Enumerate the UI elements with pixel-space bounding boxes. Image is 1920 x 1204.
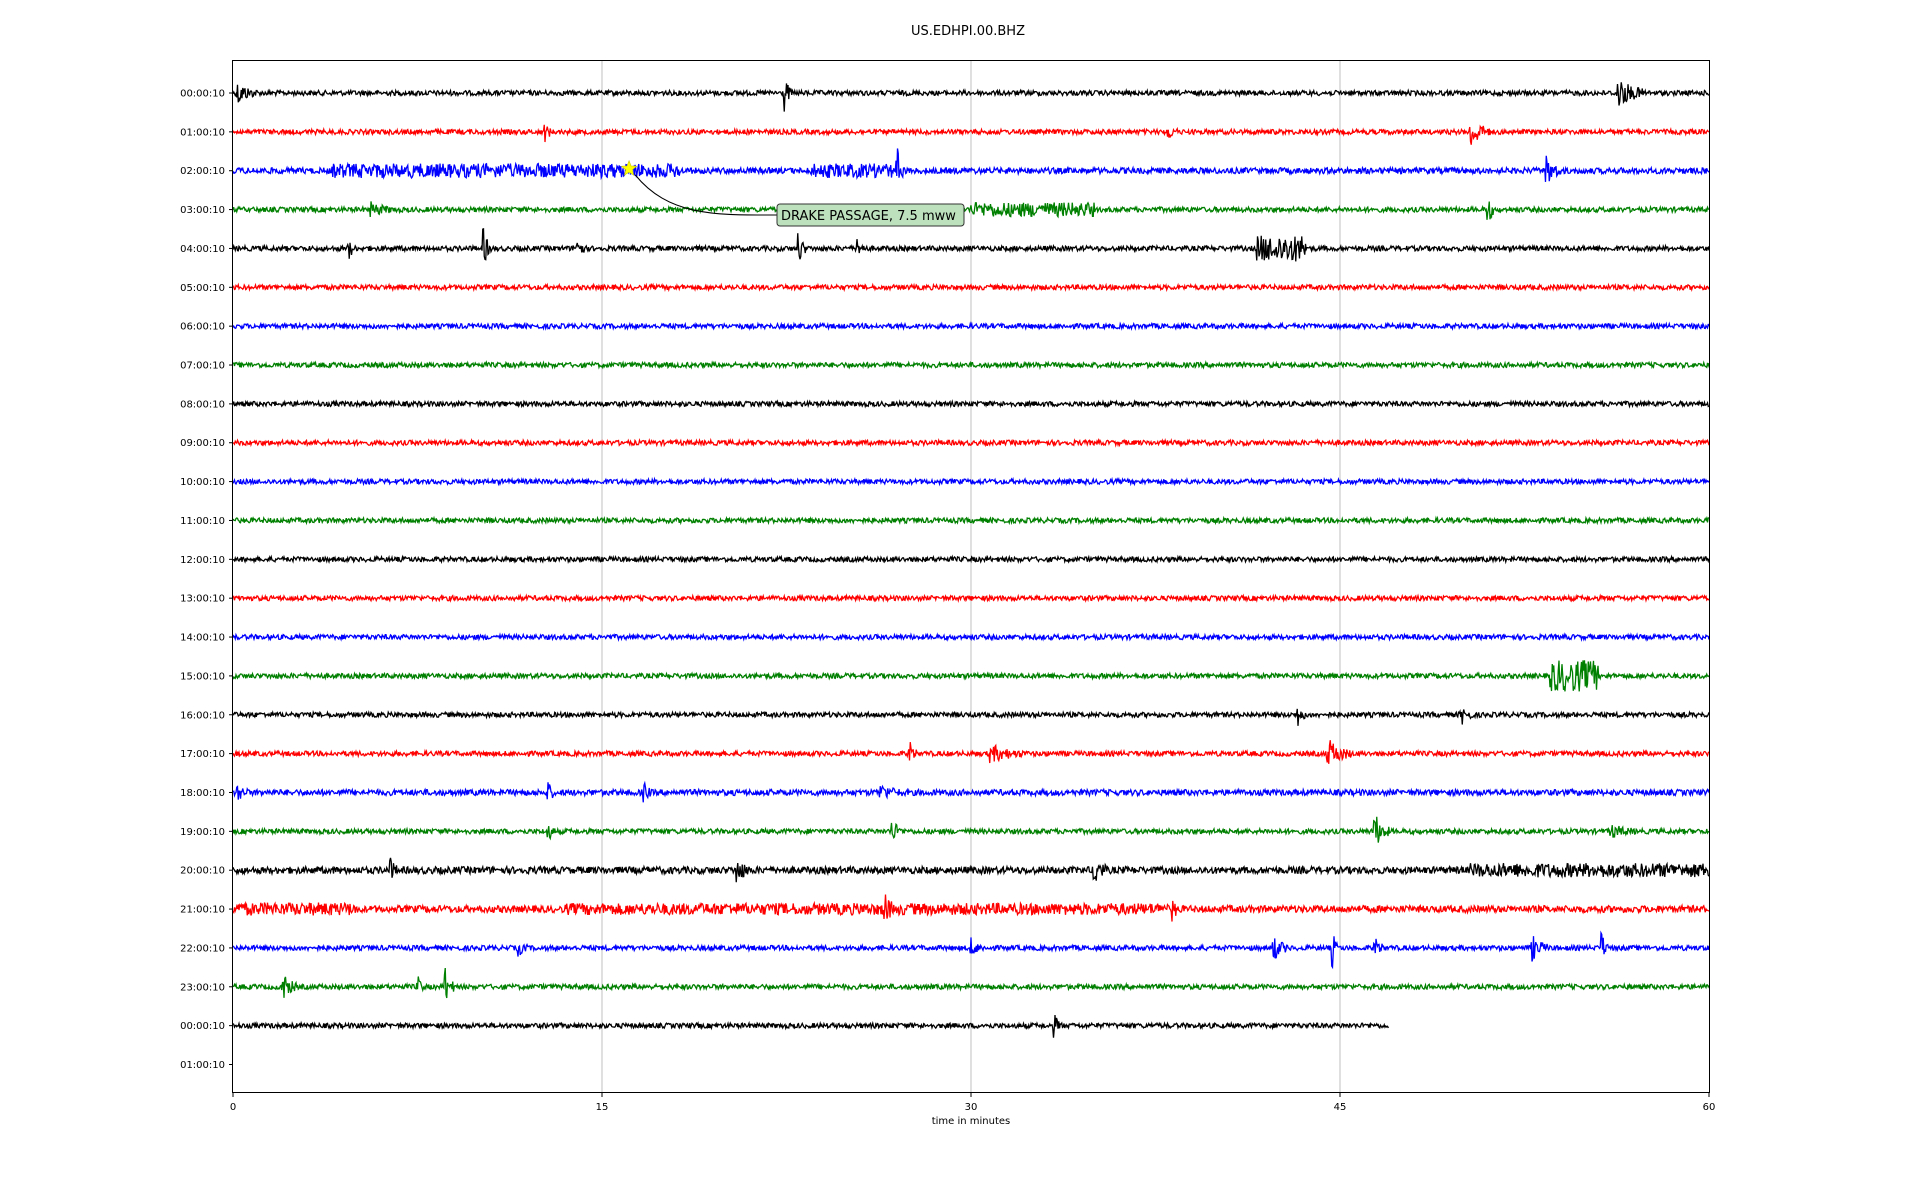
row-label-group: 00:00:10 01:00:10 02:00:10 03:00:10 04:00:10… xyxy=(180,89,233,1071)
trace-line-2 xyxy=(232,148,1710,182)
x-axis-ticks: 0 15 30 45 60 xyxy=(230,1092,1716,1113)
row-label: 23:00:10 xyxy=(180,982,225,993)
row-label: 15:00:10 xyxy=(180,671,225,682)
row-label: 18:00:10 xyxy=(180,788,225,799)
trace-line-0 xyxy=(232,82,1710,112)
trace-line-8 xyxy=(232,398,1710,409)
x-axis-label: time in minutes xyxy=(932,1116,1011,1127)
x-tick-label: 15 xyxy=(596,1102,609,1113)
trace-line-1 xyxy=(232,124,1710,145)
row-label: 20:00:10 xyxy=(180,866,225,877)
trace-line-18 xyxy=(232,780,1710,803)
row-label: 19:00:10 xyxy=(180,827,225,838)
x-tick-label: 60 xyxy=(1703,1102,1716,1113)
trace-line-17 xyxy=(232,740,1710,764)
trace-line-14 xyxy=(232,632,1710,643)
row-label: 08:00:10 xyxy=(180,399,225,410)
row-label: 11:00:10 xyxy=(180,516,225,527)
trace-line-15 xyxy=(232,660,1710,692)
trace-line-10 xyxy=(232,476,1710,487)
event-annotation: DRAKE PASSAGE, 7.5 mww xyxy=(620,159,965,227)
row-label: 00:00:10 xyxy=(180,1021,225,1032)
trace-line-5 xyxy=(232,282,1710,293)
row-label: 16:00:10 xyxy=(180,710,225,721)
row-label: 02:00:10 xyxy=(180,166,225,177)
row-label: 14:00:10 xyxy=(180,633,225,644)
trace-line-12 xyxy=(232,554,1710,565)
row-label: 01:00:10 xyxy=(180,1060,225,1071)
row-label: 04:00:10 xyxy=(180,244,225,255)
trace-line-24 xyxy=(232,1015,1390,1038)
row-label: 10:00:10 xyxy=(180,477,225,488)
trace-line-3 xyxy=(232,201,1710,220)
row-label: 06:00:10 xyxy=(180,322,225,333)
trace-line-19 xyxy=(232,816,1710,843)
row-label: 01:00:10 xyxy=(180,127,225,138)
row-label: 05:00:10 xyxy=(180,283,225,294)
x-tick-label: 30 xyxy=(965,1102,978,1113)
annotation-label: DRAKE PASSAGE, 7.5 mww xyxy=(781,209,956,224)
trace-line-11 xyxy=(232,515,1710,526)
row-label: 13:00:10 xyxy=(180,594,225,605)
row-label: 09:00:10 xyxy=(180,438,225,449)
trace-line-9 xyxy=(232,437,1710,448)
x-tick-label: 45 xyxy=(1334,1102,1347,1113)
trace-line-20 xyxy=(232,857,1710,883)
row-label: 17:00:10 xyxy=(180,749,225,760)
x-tick-label: 0 xyxy=(230,1102,236,1113)
annotation-box xyxy=(776,203,965,227)
trace-line-16 xyxy=(232,708,1710,726)
row-label: 00:00:10 xyxy=(180,89,225,100)
annotation-connector xyxy=(634,174,778,216)
grid-lines xyxy=(601,61,1341,1092)
trace-line-4 xyxy=(232,228,1710,262)
trace-group xyxy=(232,82,1710,1038)
row-label: 03:00:10 xyxy=(180,205,225,216)
row-label: 07:00:10 xyxy=(180,361,225,372)
trace-line-23 xyxy=(232,967,1710,999)
trace-line-13 xyxy=(232,593,1710,604)
chart-title: US.EDHPI.00.BHZ xyxy=(911,24,1025,39)
row-label: 22:00:10 xyxy=(180,943,225,954)
trace-line-21 xyxy=(232,894,1710,922)
row-label: 12:00:10 xyxy=(180,555,225,566)
trace-line-22 xyxy=(232,930,1710,970)
trace-line-7 xyxy=(232,360,1710,371)
trace-line-6 xyxy=(232,321,1710,332)
row-label: 21:00:10 xyxy=(180,905,225,916)
star-marker-icon xyxy=(620,159,638,176)
